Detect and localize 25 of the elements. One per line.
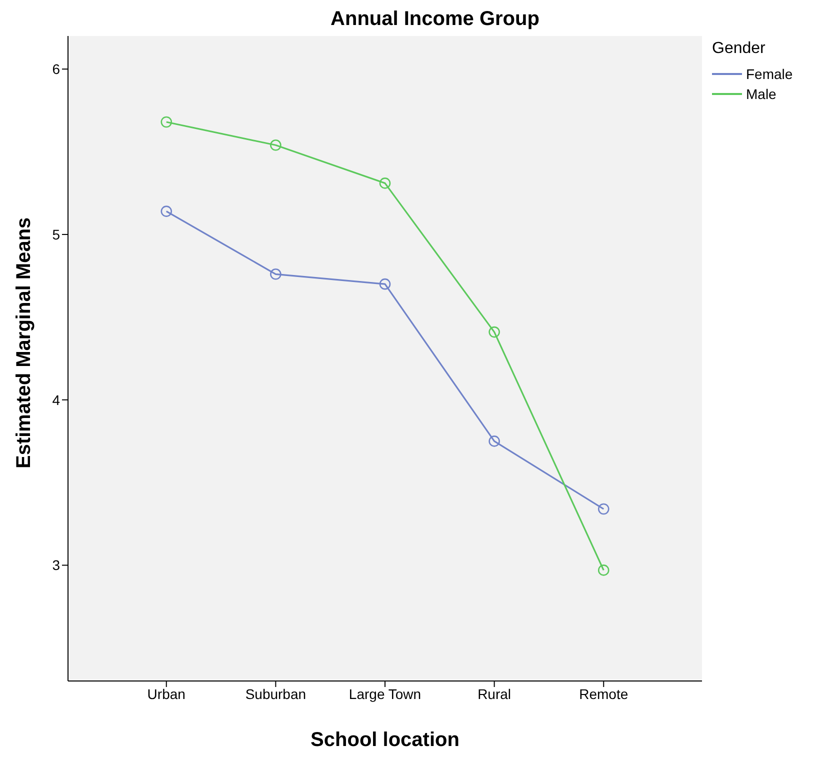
x-tick-label: Suburban bbox=[245, 686, 306, 702]
point bbox=[160, 206, 172, 217]
point bbox=[160, 116, 172, 128]
x-tick-label: Rural bbox=[478, 686, 512, 702]
point bbox=[598, 564, 610, 576]
y-tick-label: 6 bbox=[52, 61, 60, 78]
y-tick-label: 5 bbox=[52, 226, 60, 242]
legend-label: Male bbox=[746, 85, 776, 104]
point bbox=[379, 178, 391, 189]
x-axis-title: School location bbox=[310, 729, 460, 751]
y-axis-title: Estimated Marginal Means bbox=[13, 217, 36, 468]
point bbox=[488, 436, 500, 447]
y-tick-label: 3 bbox=[52, 557, 60, 574]
point bbox=[488, 326, 500, 338]
point bbox=[379, 278, 391, 290]
x-tick-label: Large Town bbox=[348, 686, 422, 702]
x-tick-label: Remote bbox=[579, 686, 628, 702]
point bbox=[270, 268, 282, 280]
point bbox=[270, 140, 282, 151]
legend-label: Female bbox=[746, 65, 793, 84]
chart-title: Annual Income Group bbox=[330, 8, 540, 32]
y-tick-label: 4 bbox=[52, 392, 60, 408]
point bbox=[598, 503, 610, 515]
legend-title: Gender bbox=[712, 40, 766, 58]
x-tick-label: Urban bbox=[147, 686, 186, 702]
